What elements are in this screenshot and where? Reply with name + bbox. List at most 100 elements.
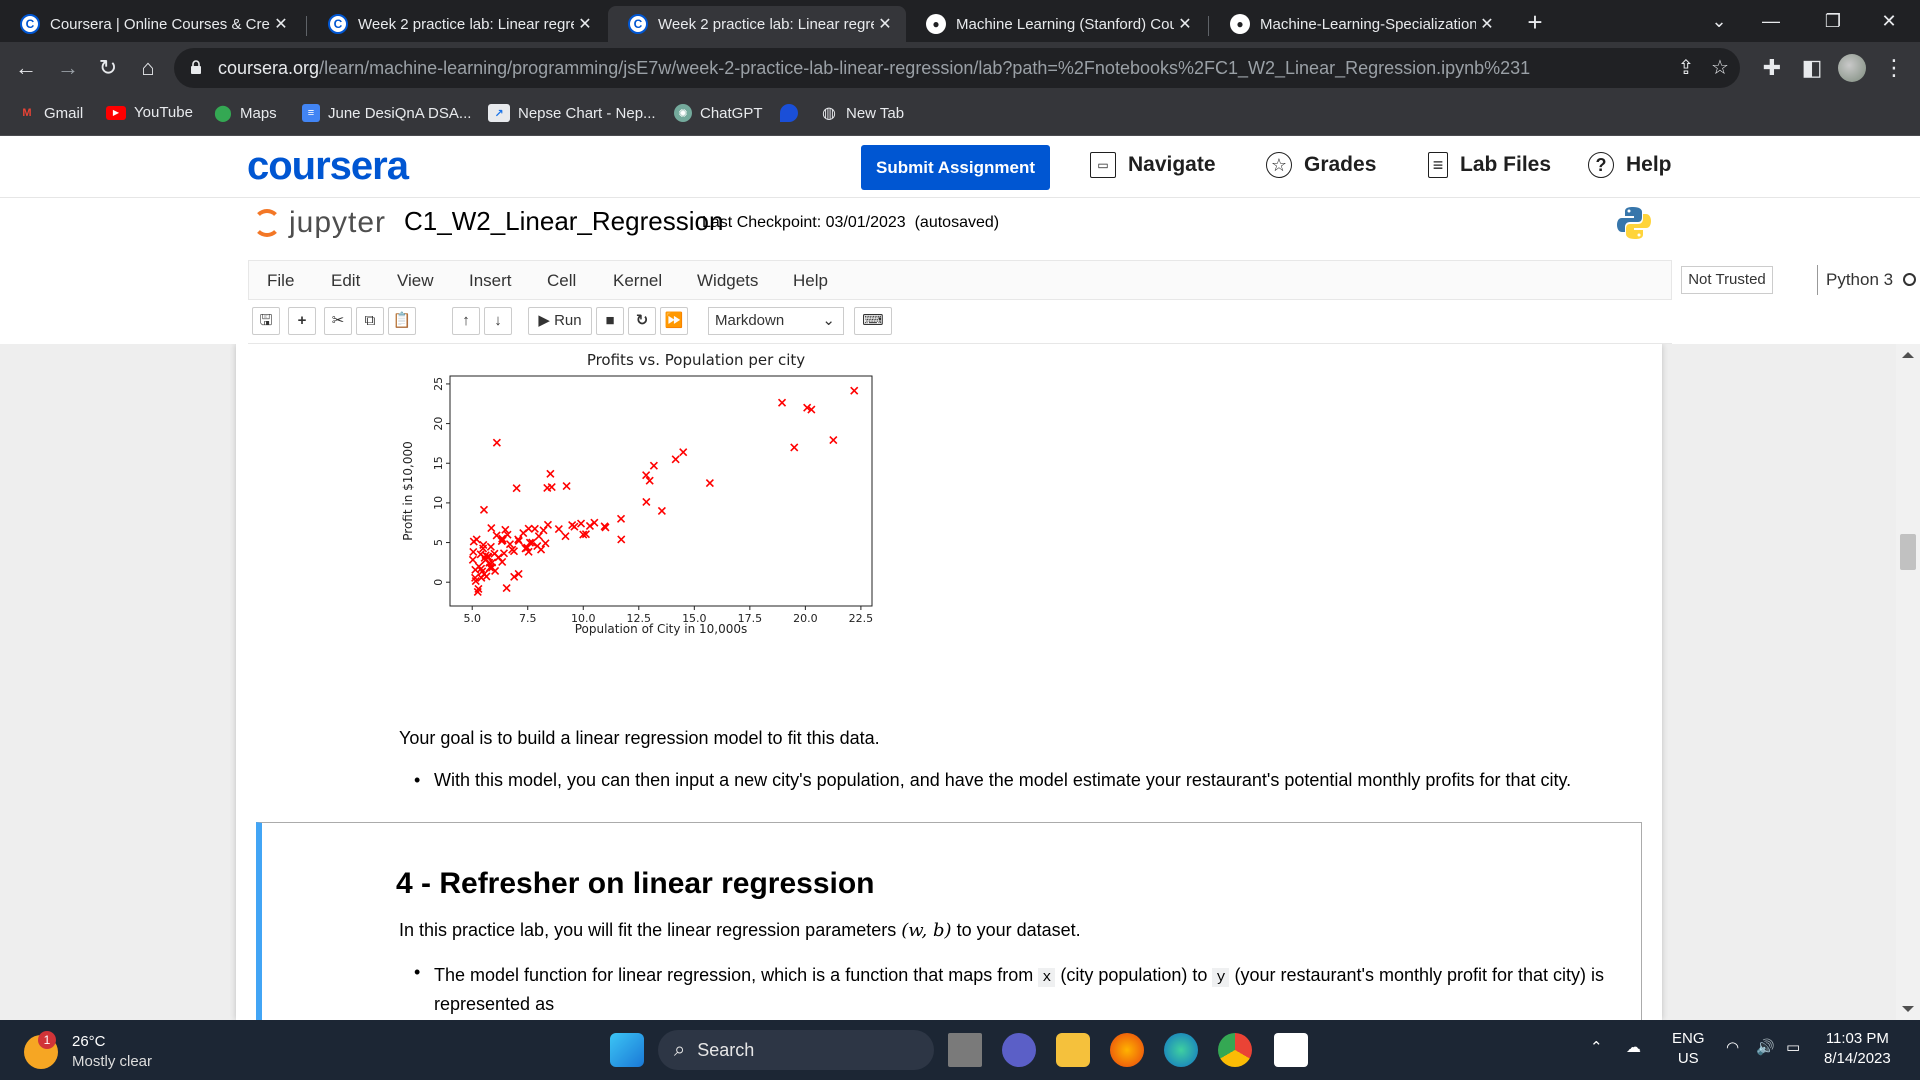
extensions-icon[interactable]: ✚: [1762, 55, 1782, 80]
side-panel-icon[interactable]: ◧: [1801, 55, 1823, 80]
bookmark-new-tab[interactable]: ◍ New Tab: [820, 104, 904, 123]
file-explorer-icon[interactable]: [1056, 1033, 1090, 1067]
bookmark-drop[interactable]: [780, 104, 806, 122]
avatar[interactable]: [1838, 54, 1866, 82]
back-button[interactable]: ←: [15, 55, 37, 80]
cut-icon[interactable]: ✂: [324, 307, 352, 335]
restore-button[interactable]: ❐: [1824, 11, 1842, 31]
lock-icon: [191, 60, 201, 74]
menu-view[interactable]: View: [397, 271, 434, 290]
onedrive-icon[interactable]: ☁: [1626, 1039, 1641, 1056]
scroll-down-icon[interactable]: [1902, 1006, 1914, 1012]
python-logo-icon: [1617, 207, 1651, 239]
menu-file[interactable]: File: [267, 271, 295, 290]
chart-icon: ↗: [488, 104, 510, 122]
cell-type-select[interactable]: Markdown ⌄: [708, 307, 844, 335]
page-scrollbar[interactable]: [1896, 344, 1920, 1020]
browser-tab-active[interactable]: C Week 2 practice lab: Linear regre ✕: [608, 6, 906, 42]
new-tab-button[interactable]: +: [1527, 7, 1543, 37]
data-point: [541, 539, 550, 548]
menu-edit[interactable]: Edit: [331, 271, 361, 290]
jupyter-logo[interactable]: jupyter: [253, 206, 386, 240]
bullet-text: The model function for linear regression…: [434, 965, 1034, 985]
tray-chevron-icon[interactable]: ⌃: [1590, 1039, 1603, 1056]
chrome-icon[interactable]: [1218, 1033, 1252, 1067]
home-button[interactable]: ⌂: [141, 55, 155, 80]
browser-tab[interactable]: ● Machine Learning (Stanford) Cou ✕: [906, 6, 1206, 42]
language-indicator[interactable]: ENG US: [1672, 1029, 1705, 1069]
battery-icon[interactable]: ▭: [1786, 1039, 1801, 1056]
menu-widgets[interactable]: Widgets: [697, 271, 759, 290]
edge-icon[interactable]: [1164, 1033, 1198, 1067]
menu-kernel[interactable]: Kernel: [613, 271, 663, 290]
close-icon[interactable]: ✕: [878, 16, 892, 33]
data-point: [671, 455, 680, 464]
markdown-cell-selected[interactable]: 4 - Refresher on linear regression: [256, 822, 1642, 1020]
fast-forward-icon[interactable]: ⏩: [660, 307, 688, 335]
keyboard-icon[interactable]: ⌨: [854, 307, 892, 335]
address-bar[interactable]: coursera.org/learn/machine-learning/prog…: [174, 48, 1740, 88]
minimize-button[interactable]: —: [1762, 11, 1780, 31]
data-point: [829, 435, 838, 445]
weather-widget[interactable]: 1 26°C Mostly clear: [24, 1031, 152, 1072]
interrupt-icon[interactable]: ■: [596, 307, 624, 335]
menu-cell[interactable]: Cell: [547, 271, 577, 290]
tab-search-icon[interactable]: ⌄: [1711, 11, 1727, 31]
bookmark-nepse[interactable]: ↗ Nepse Chart - Nep...: [488, 104, 656, 122]
data-point: [469, 547, 478, 556]
save-icon[interactable]: 🖫: [252, 307, 280, 335]
lab-files-button[interactable]: ≡ Lab Files: [1428, 152, 1551, 178]
close-icon[interactable]: ✕: [274, 16, 288, 33]
close-icon[interactable]: ✕: [1480, 16, 1494, 33]
grades-button[interactable]: ☆ Grades: [1266, 152, 1376, 178]
insert-cell-icon[interactable]: +: [288, 307, 316, 335]
wifi-icon[interactable]: ◠: [1726, 1039, 1740, 1056]
notebook-name[interactable]: C1_W2_Linear_Regression: [404, 206, 724, 236]
more-menu-icon[interactable]: ⋮: [1883, 55, 1905, 80]
task-view-icon[interactable]: [948, 1033, 982, 1067]
browser-tab[interactable]: ● Machine-Learning-Specialization ✕: [1210, 6, 1508, 42]
trust-status-button[interactable]: Not Trusted: [1681, 266, 1773, 294]
data-point: [474, 584, 483, 594]
menu-insert[interactable]: Insert: [469, 271, 512, 290]
move-down-icon[interactable]: ↓: [484, 307, 512, 335]
bookmark-youtube[interactable]: ▶ YouTube: [106, 104, 193, 121]
bookmark-star-icon[interactable]: ☆: [1711, 57, 1729, 79]
tab-title: Machine-Learning-Specialization: [1260, 15, 1476, 33]
scrollbar-thumb[interactable]: [1900, 534, 1916, 570]
store-icon[interactable]: [1274, 1033, 1308, 1067]
close-icon[interactable]: ✕: [578, 16, 592, 33]
coursera-icon: C: [20, 14, 40, 34]
paste-icon[interactable]: 📋: [388, 307, 416, 335]
reload-button[interactable]: ↻: [98, 55, 118, 80]
help-button[interactable]: ? Help: [1588, 152, 1672, 178]
bookmark-gmail[interactable]: M Gmail: [18, 104, 83, 122]
browser-tab[interactable]: C Week 2 practice lab: Linear regre ✕: [308, 6, 606, 42]
close-window-button[interactable]: ✕: [1881, 11, 1897, 31]
coursera-logo[interactable]: coursera: [247, 144, 409, 188]
firefox-icon[interactable]: [1110, 1033, 1144, 1067]
browser-tab[interactable]: C Coursera | Online Courses & Cred ✕: [0, 6, 302, 42]
move-up-icon[interactable]: ↑: [452, 307, 480, 335]
share-icon[interactable]: ⇪: [1677, 57, 1695, 79]
restart-icon[interactable]: ↻: [628, 307, 656, 335]
docs-icon: ≡: [302, 104, 320, 122]
navigate-button[interactable]: ▭ Navigate: [1090, 152, 1216, 178]
submit-assignment-button[interactable]: Submit Assignment: [861, 145, 1050, 190]
volume-icon[interactable]: 🔊: [1756, 1039, 1775, 1056]
forward-button[interactable]: →: [57, 55, 79, 80]
kernel-status[interactable]: Python 3: [1817, 265, 1917, 295]
close-icon[interactable]: ✕: [1178, 16, 1192, 33]
menu-help[interactable]: Help: [793, 271, 828, 290]
windows-start-icon[interactable]: [610, 1033, 644, 1067]
run-button[interactable]: ▶ Run: [528, 307, 592, 335]
system-clock[interactable]: 11:03 PM 8/14/2023: [1824, 1029, 1891, 1069]
copy-icon[interactable]: ⧉: [356, 307, 384, 335]
scroll-up-icon[interactable]: [1902, 352, 1914, 358]
teams-icon[interactable]: [1002, 1033, 1036, 1067]
taskbar-search[interactable]: ⌕ Search: [658, 1030, 934, 1070]
bookmark-chatgpt[interactable]: ✺ ChatGPT: [674, 104, 763, 122]
bookmark-docs[interactable]: ≡ June DesiQnA DSA...: [302, 104, 471, 122]
data-point: [479, 505, 489, 514]
bookmark-maps[interactable]: ⬤ Maps: [214, 104, 277, 123]
